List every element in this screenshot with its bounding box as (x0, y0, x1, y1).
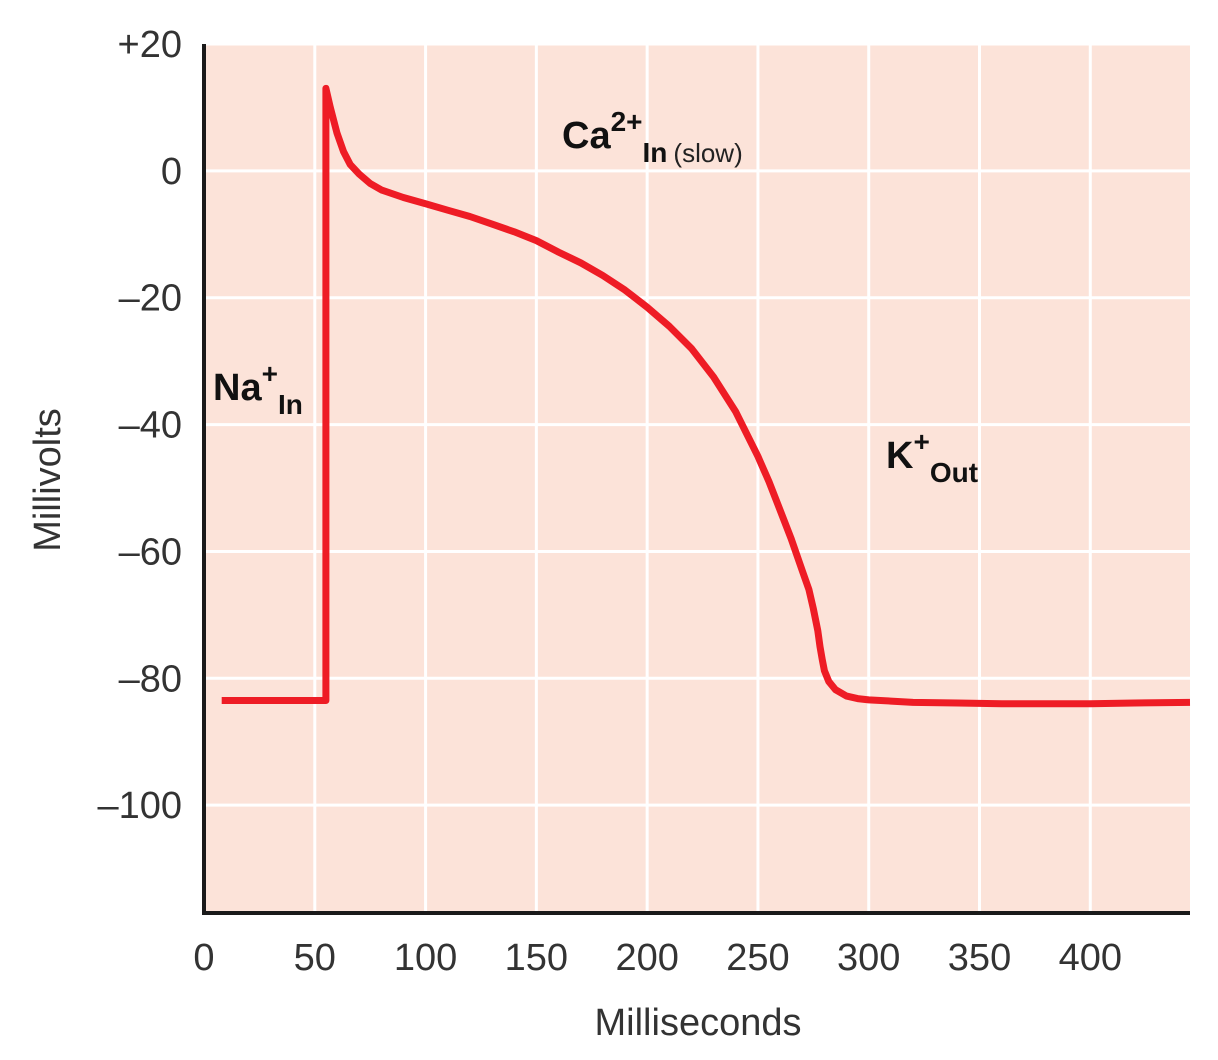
x-tick-label: 50 (294, 937, 336, 979)
x-tick-label: 150 (505, 937, 568, 979)
y-tick-label: –100 (97, 785, 182, 827)
x-tick-label: 250 (726, 937, 789, 979)
x-tick-label: 0 (193, 937, 214, 979)
ion-annotation: Na+In (213, 358, 303, 420)
x-axis-title: Milliseconds (595, 1002, 802, 1044)
ion-annotation: Ca2+In (slow) (562, 106, 743, 168)
y-tick-label: +20 (118, 24, 182, 66)
x-tick-label: 400 (1059, 937, 1122, 979)
y-tick-label: –80 (119, 658, 182, 700)
ion-annotation: K+Out (886, 426, 978, 488)
y-tick-label: –20 (119, 278, 182, 320)
y-tick-label: –40 (119, 405, 182, 447)
action-potential-line (221, 84, 1191, 708)
x-tick-label: 300 (837, 937, 900, 979)
x-tick-label: 200 (615, 937, 678, 979)
y-axis-title: Millivolts (27, 408, 69, 552)
x-tick-label: 350 (948, 937, 1011, 979)
y-tick-label: –60 (119, 531, 182, 573)
x-tick-label: 100 (394, 937, 457, 979)
y-tick-label: 0 (161, 151, 182, 193)
plot-background (204, 44, 1190, 913)
